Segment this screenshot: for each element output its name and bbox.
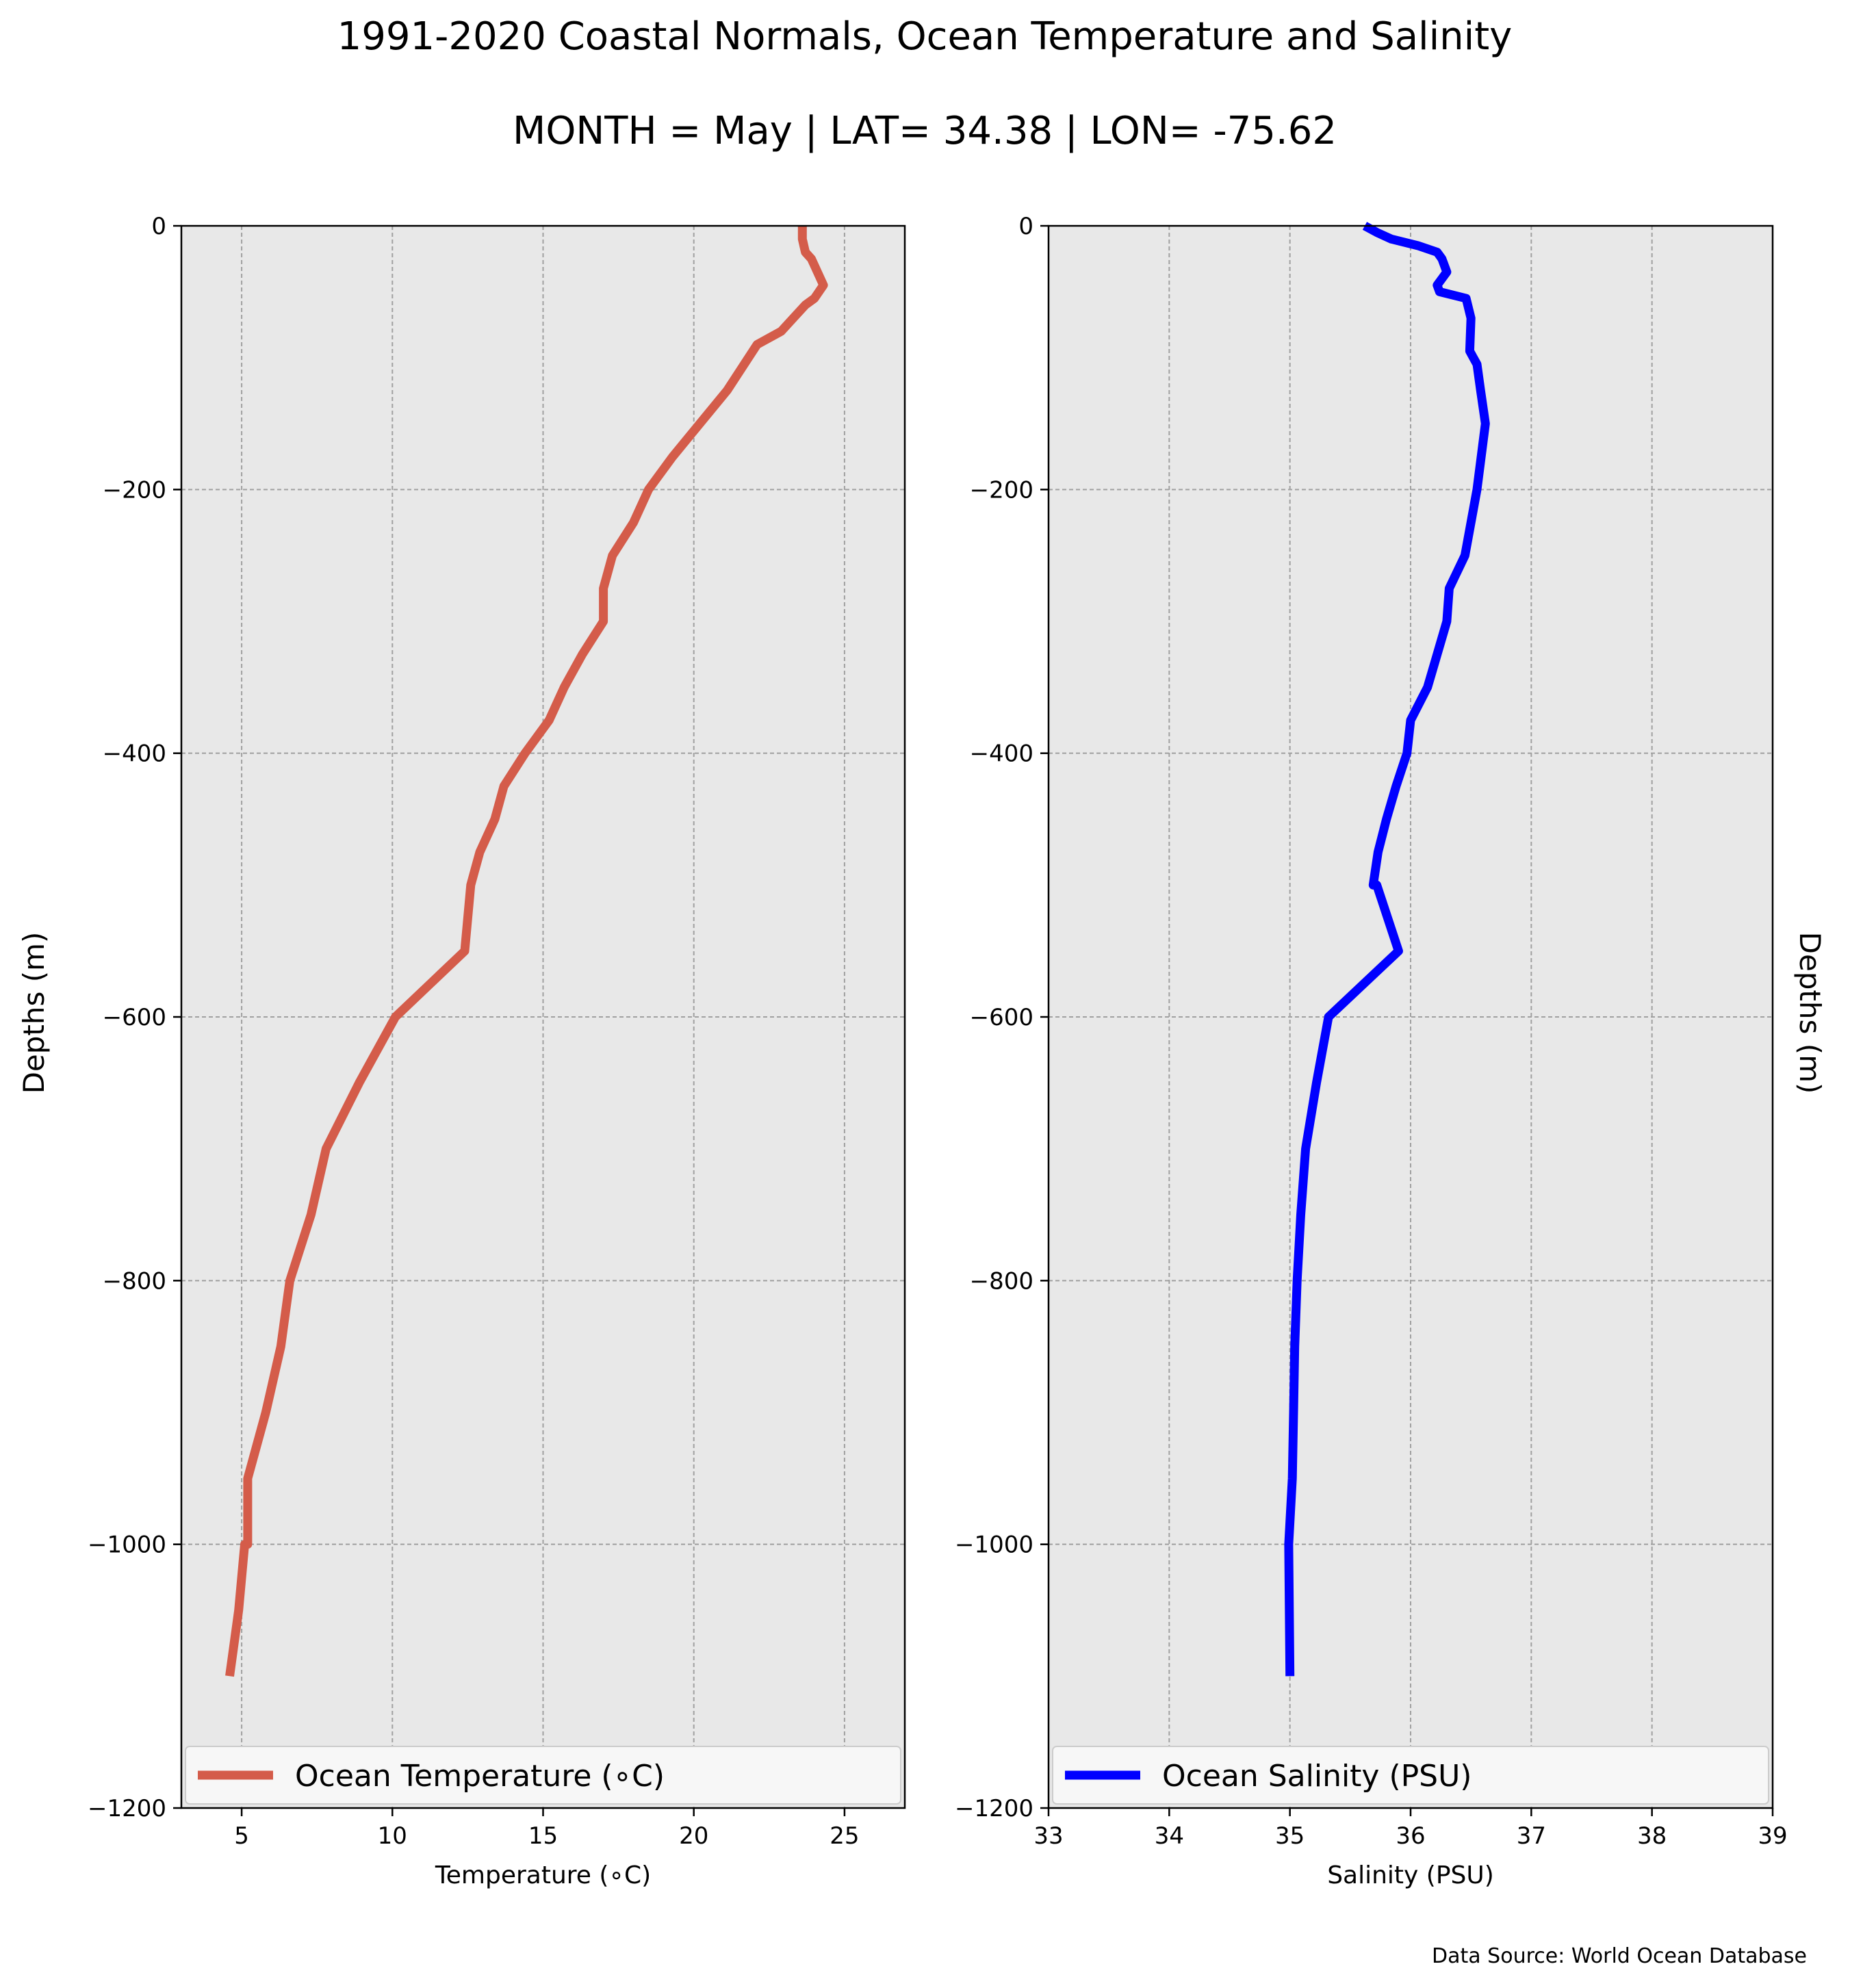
sal-x-tick-label: 37 bbox=[1517, 1822, 1546, 1850]
salinity-panel: 33 34 35 36 37 38 39 0 −200 −400 −600 −800 −1000 −120… bbox=[955, 213, 1788, 1889]
sal-y-tick-label: 0 bbox=[1018, 213, 1033, 240]
sal-x-tick-label: 35 bbox=[1275, 1822, 1305, 1850]
sal-y-tick-label: −600 bbox=[970, 1004, 1033, 1031]
sal-x-axis-label: Salinity (PSU) bbox=[1327, 1861, 1494, 1889]
temp-x-tick-label: 5 bbox=[234, 1822, 249, 1850]
data-source-note: Data Source: World Ocean Database bbox=[1432, 1944, 1807, 1968]
temp-y-tick-label: −1000 bbox=[88, 1532, 166, 1559]
right-y-axis-label: Depths (m) bbox=[1793, 932, 1827, 1094]
sal-x-tick-label: 36 bbox=[1396, 1822, 1425, 1850]
sal-y-tick-label: −1200 bbox=[955, 1795, 1033, 1822]
figure-title: 1991-2020 Coastal Normals, Ocean Tempera… bbox=[337, 14, 1513, 59]
sal-x-tick-label: 33 bbox=[1033, 1822, 1063, 1850]
figure-subtitle: MONTH = May | LAT= 34.38 | LON= -75.62 bbox=[513, 109, 1337, 153]
temp-y-tick-label: −400 bbox=[103, 740, 166, 768]
temperature-panel: 5 10 15 20 25 0 −200 −400 −600 −800 −1000 −1200 Temp… bbox=[88, 213, 906, 1889]
left-y-axis-label: Depths (m) bbox=[17, 932, 51, 1094]
temp-y-tick-label: 0 bbox=[151, 213, 166, 240]
temp-y-tick-label: −200 bbox=[103, 476, 166, 504]
temp-y-tick-label: −800 bbox=[103, 1267, 166, 1295]
sal-x-tick-label: 34 bbox=[1155, 1822, 1184, 1850]
sal-x-tick-label: 38 bbox=[1637, 1822, 1667, 1850]
sal-x-tick-label: 39 bbox=[1758, 1822, 1787, 1850]
sal-y-tick-label: −800 bbox=[970, 1267, 1033, 1295]
sal-legend-label: Ocean Salinity (PSU) bbox=[1162, 1759, 1472, 1794]
sal-y-tick-label: −400 bbox=[970, 740, 1033, 768]
sal-legend-box bbox=[1052, 1746, 1769, 1805]
temp-legend-box bbox=[185, 1746, 901, 1805]
temp-y-tick-label: −1200 bbox=[88, 1795, 166, 1822]
temp-x-tick-label: 20 bbox=[679, 1822, 708, 1850]
temp-x-axis-label: Temperature (∘C) bbox=[435, 1861, 651, 1889]
temp-x-tick-label: 25 bbox=[830, 1822, 859, 1850]
sal-series-line bbox=[1284, 222, 1490, 1677]
temp-legend-label: Ocean Temperature (∘C) bbox=[295, 1759, 665, 1794]
temp-y-tick-label: −600 bbox=[103, 1004, 166, 1031]
temp-series-line bbox=[225, 226, 828, 1677]
temp-x-tick-label: 15 bbox=[528, 1822, 558, 1850]
temp-x-tick-label: 10 bbox=[378, 1822, 407, 1850]
sal-y-tick-label: −200 bbox=[970, 476, 1033, 504]
sal-y-tick-label: −1000 bbox=[955, 1532, 1033, 1559]
